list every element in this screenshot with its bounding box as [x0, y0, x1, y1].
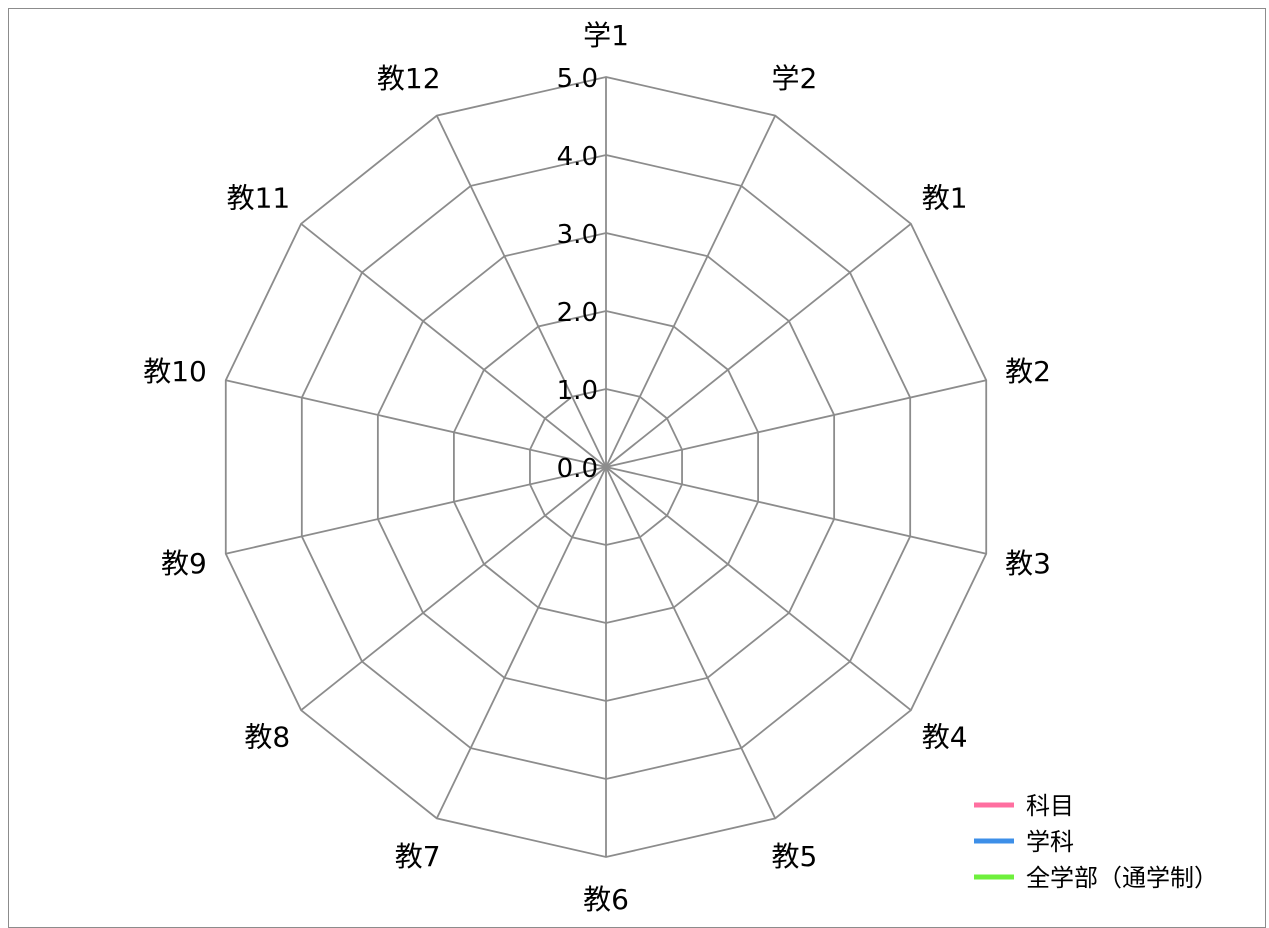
grid-spoke: [435, 466, 607, 819]
legend-label: 科目: [1026, 792, 1074, 820]
category-label: 教8: [244, 720, 290, 753]
category-label: 教3: [1005, 547, 1051, 580]
grid-spoke: [605, 379, 987, 468]
legend-label: 学科: [1026, 828, 1074, 856]
category-label: 教7: [395, 840, 441, 873]
grid-spoke: [605, 466, 777, 819]
category-label: 教12: [377, 62, 441, 95]
category-label: 学1: [583, 19, 629, 52]
axis-tick-label: 5.0: [557, 64, 598, 94]
category-label: 学2: [771, 62, 817, 95]
grid-spoke: [225, 379, 607, 468]
grid-spoke: [605, 223, 912, 468]
category-label: 教6: [583, 883, 629, 916]
category-label: 教1: [922, 182, 968, 215]
grid-spoke: [225, 466, 607, 555]
grid-spoke: [605, 466, 912, 711]
category-label: 教4: [922, 720, 968, 753]
grid-spoke: [300, 466, 607, 711]
grid-spoke: [435, 115, 607, 468]
axis-tick-label: 0.0: [557, 454, 598, 484]
category-label: 教2: [1005, 355, 1051, 388]
axis-tick-label: 1.0: [557, 376, 598, 406]
axis-tick-label: 3.0: [557, 220, 598, 250]
chart-frame: 0.0 1.0 2.0 3.0 4.0 5.0 学1 学2 教1 教2 教3 教4 教5 教6 教7 教8 教9…: [8, 8, 1266, 928]
category-label: 教10: [143, 355, 207, 388]
legend-label: 全学部（通学制）: [1026, 864, 1218, 892]
axis-tick-label: 2.0: [557, 298, 598, 328]
grid-spoke: [605, 115, 777, 468]
category-label: 教5: [771, 840, 817, 873]
category-label: 教9: [161, 547, 207, 580]
grid-spoke: [300, 223, 607, 468]
category-label: 教11: [227, 182, 291, 215]
axis-tick-label: 4.0: [557, 142, 598, 172]
radar-chart: 0.0 1.0 2.0 3.0 4.0 5.0 学1 学2 教1 教2 教3 教4 教5 教6 教7 教8 教9…: [143, 19, 1218, 916]
grid-spoke: [605, 466, 987, 555]
